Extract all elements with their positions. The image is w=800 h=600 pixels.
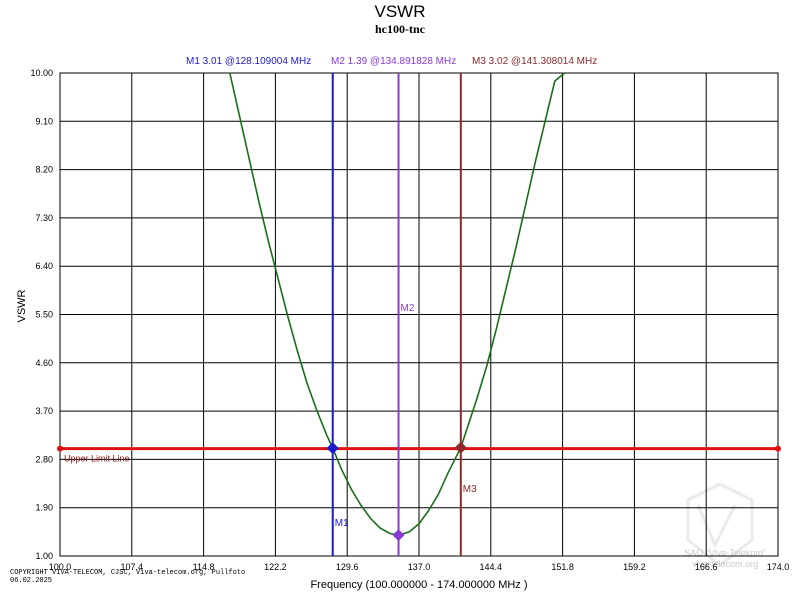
y-tick-label: 1.90 bbox=[35, 503, 53, 513]
y-tick-label: 7.30 bbox=[35, 213, 53, 223]
x-tick-label: 137.0 bbox=[408, 562, 431, 572]
copyright-line-1: COPYRIGHT VIVA-TELECOM, CJSC, Viva-telec… bbox=[10, 569, 246, 577]
upper-limit-label: Upper Limit Line bbox=[64, 454, 130, 464]
upper-limit-right-end bbox=[775, 445, 781, 452]
y-tick-label: 8.20 bbox=[35, 165, 53, 175]
x-tick-label: 122.2 bbox=[264, 562, 287, 572]
upper-limit-left-end bbox=[57, 445, 63, 452]
marker-label-m3: M3 bbox=[463, 484, 477, 495]
marker-label-m1: M1 bbox=[335, 518, 349, 529]
marker-point-m1 bbox=[326, 442, 339, 455]
y-tick-label: 3.70 bbox=[35, 406, 53, 416]
x-tick-label: 144.4 bbox=[480, 562, 503, 572]
y-tick-label: 9.10 bbox=[35, 116, 53, 126]
chart-subtitle: hc100-tnc bbox=[375, 22, 425, 36]
x-tick-label: 174.0 bbox=[767, 562, 790, 572]
watermark-line-1: SAO "Viva-Telekom" bbox=[684, 548, 766, 558]
marker-readout-m3: M3 3.02 @141.308014 MHz bbox=[472, 56, 598, 67]
y-tick-label: 10.00 bbox=[30, 68, 53, 78]
y-tick-label: 4.60 bbox=[35, 358, 53, 368]
marker-label-m2: M2 bbox=[401, 303, 415, 314]
vswr-series-line bbox=[229, 72, 566, 536]
y-tick-label: 5.50 bbox=[35, 310, 53, 320]
marker-readout-m1: M1 3.01 @128.109004 MHz bbox=[186, 56, 312, 67]
watermark-line-2: viva-telecom.org bbox=[692, 559, 759, 569]
marker-readout-m2: M2 1.39 @134.891828 MHz bbox=[331, 56, 457, 67]
x-tick-label: 129.6 bbox=[336, 562, 359, 572]
marker-point-m3 bbox=[454, 441, 467, 454]
y-tick-label: 2.80 bbox=[35, 454, 53, 464]
chart-title: VSWR bbox=[374, 2, 426, 21]
copyright-notice: COPYRIGHT VIVA-TELECOM, CJSC, Viva-telec… bbox=[10, 569, 245, 585]
x-tick-label: 107.4 bbox=[121, 562, 144, 572]
x-tick-label: 151.8 bbox=[551, 562, 574, 572]
x-axis-label: Frequency (100.000000 - 174.000000 MHz ) bbox=[310, 579, 528, 591]
y-tick-label: 1.00 bbox=[35, 551, 53, 561]
marker-point-m2 bbox=[392, 529, 405, 542]
watermark-text: SAO "Viva-Telekom" viva-telecom.org bbox=[684, 548, 766, 570]
y-tick-label: 6.40 bbox=[35, 261, 53, 271]
x-tick-label: 166.6 bbox=[695, 562, 718, 572]
x-tick-label: 114.8 bbox=[193, 562, 215, 572]
x-tick-label: 100.0 bbox=[49, 562, 72, 572]
copyright-line-2: 06.02.2025 bbox=[10, 577, 53, 585]
x-tick-label: 159.2 bbox=[623, 562, 646, 572]
